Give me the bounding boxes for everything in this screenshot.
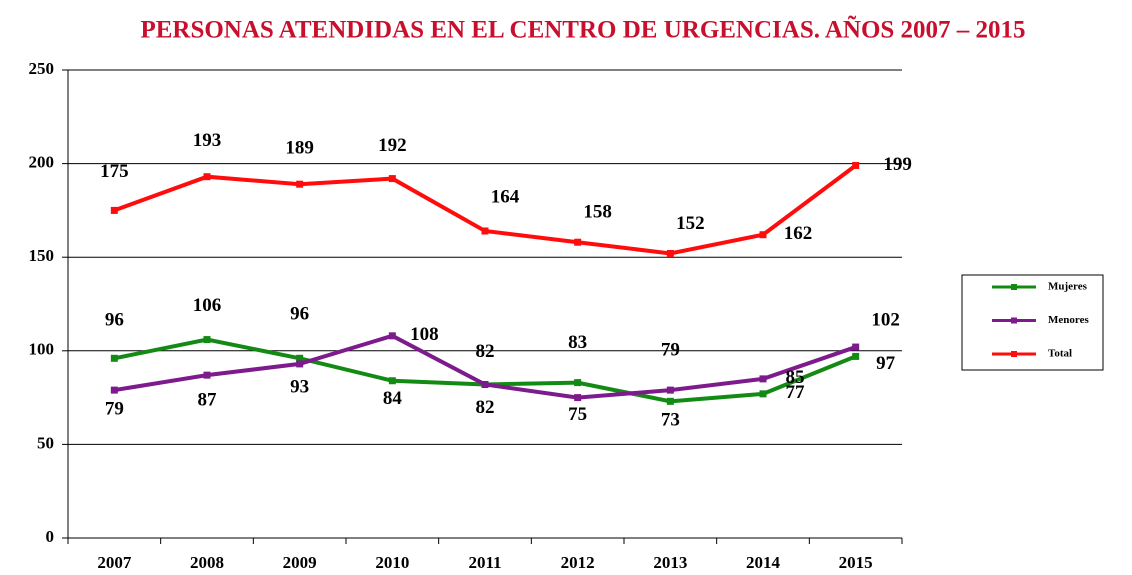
x-tick-label: 2012 (561, 553, 595, 572)
x-tick-label: 2014 (746, 553, 781, 572)
point-marker (759, 390, 767, 398)
point-marker (666, 249, 674, 257)
y-tick-label: 250 (29, 59, 55, 78)
y-tick-label: 100 (29, 340, 55, 359)
point-marker (666, 397, 674, 405)
y-tick-label: 50 (37, 433, 54, 452)
point-marker (110, 386, 118, 394)
data-label: 189 (285, 138, 314, 159)
point-marker (852, 161, 860, 169)
legend-marker (1011, 351, 1017, 357)
point-marker (481, 227, 489, 235)
point-marker (110, 354, 118, 362)
chart-title: PERSONAS ATENDIDAS EN EL CENTRO DE URGEN… (140, 16, 1025, 44)
legend-label: Total (1048, 348, 1072, 360)
point-marker (296, 354, 304, 362)
data-label: 152 (676, 213, 705, 234)
data-label: 77 (786, 382, 806, 403)
data-label: 102 (871, 309, 900, 330)
point-marker (574, 394, 582, 402)
legend-label: Mujeres (1048, 281, 1088, 293)
data-label: 85 (786, 367, 805, 388)
data-label: 158 (583, 202, 612, 223)
x-tick-label: 2010 (375, 553, 409, 572)
data-label: 75 (568, 404, 587, 425)
point-marker (203, 173, 211, 181)
point-marker (574, 379, 582, 387)
data-label: 199 (883, 154, 912, 175)
data-label: 87 (198, 389, 218, 410)
data-label: 175 (100, 161, 129, 182)
x-tick-label: 2009 (283, 553, 317, 572)
data-label: 97 (876, 353, 896, 374)
data-label: 96 (290, 304, 309, 325)
data-label: 82 (476, 397, 495, 418)
x-tick-label: 2015 (839, 553, 873, 572)
point-marker (296, 360, 304, 368)
y-tick-label: 0 (46, 527, 55, 546)
data-label: 73 (661, 410, 680, 431)
data-label: 93 (290, 376, 309, 397)
point-marker (388, 332, 396, 340)
x-tick-label: 2013 (653, 553, 687, 572)
data-label: 84 (383, 388, 403, 409)
point-marker (759, 231, 767, 239)
data-label: 106 (193, 295, 222, 316)
point-marker (203, 336, 211, 344)
point-marker (110, 206, 118, 214)
x-tick-label: 2011 (468, 553, 501, 572)
y-tick-label: 200 (29, 153, 55, 172)
point-marker (852, 343, 860, 351)
point-marker (203, 371, 211, 379)
point-marker (481, 380, 489, 388)
line-series (113, 163, 857, 256)
point-marker (574, 238, 582, 246)
data-label: 193 (193, 130, 222, 151)
data-label: 108 (410, 324, 439, 345)
x-tick-label: 2007 (97, 553, 132, 572)
legend-marker (1011, 317, 1017, 324)
data-label: 192 (378, 135, 407, 156)
y-tick-label: 150 (29, 246, 55, 265)
data-label: 162 (784, 223, 813, 244)
legend-label: Menores (1048, 314, 1089, 326)
point-marker (852, 352, 860, 360)
point-marker (759, 375, 767, 383)
data-label: 83 (568, 332, 587, 353)
data-label: 79 (105, 398, 124, 419)
point-marker (388, 377, 396, 385)
legend-marker (1011, 284, 1017, 290)
data-label: 79 (661, 339, 680, 360)
point-marker (388, 175, 396, 183)
x-tick-label: 2008 (190, 553, 224, 572)
point-marker (666, 386, 674, 394)
data-label: 96 (105, 310, 124, 331)
data-label: 82 (476, 341, 495, 362)
point-marker (296, 180, 304, 188)
data-label: 164 (491, 186, 520, 207)
